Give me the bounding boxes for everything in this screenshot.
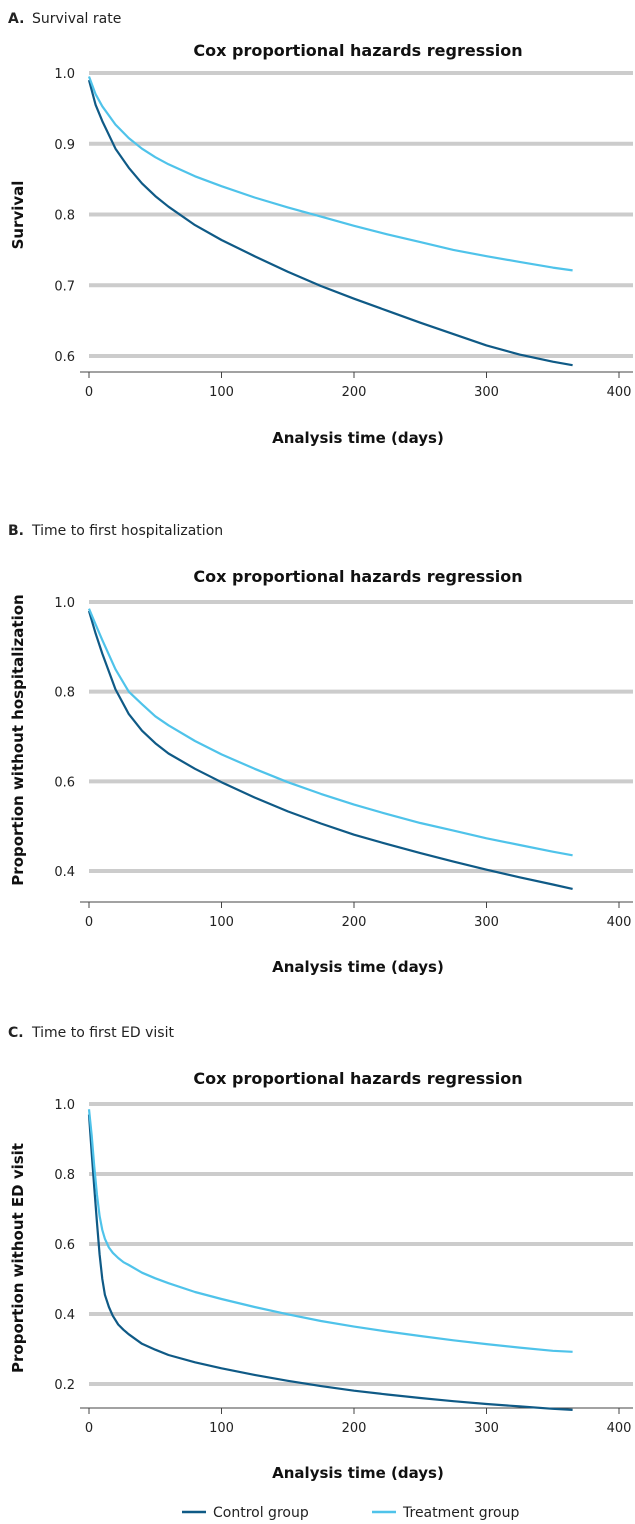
- panel-a-x-tick-label: 100: [209, 385, 234, 400]
- panel-b: B. Time to first hospitalization Cox pro…: [8, 523, 633, 976]
- panel-b-y-tick-label: 0.4: [54, 865, 75, 880]
- panel-b-title: Time to first hospitalization: [31, 523, 223, 539]
- panel-c-y-tick-label: 0.4: [54, 1308, 75, 1323]
- panel-c-letter: C.: [8, 1025, 24, 1041]
- panel-c-series: [87, 1109, 573, 1411]
- panel-b-y-ticks: 0.4 0.6 0.8 1.0: [54, 596, 75, 880]
- panel-c-y-tick-label: 0.8: [54, 1168, 75, 1183]
- panel-a-x-tick-label: 0: [85, 385, 93, 400]
- panel-b-x-tick-label: 400: [607, 915, 632, 930]
- panel-b-x-tick-label: 0: [85, 915, 93, 930]
- panel-a-letter: A.: [8, 11, 24, 27]
- panel-c-y-tick-label: 0.2: [54, 1378, 75, 1393]
- panel-c: C. Time to first ED visit Cox proportion…: [8, 1025, 633, 1482]
- panel-a-x-tick-label: 300: [474, 385, 499, 400]
- panel-a-chart-title: Cox proportional hazards regression: [193, 41, 522, 60]
- panel-b-x-tick-label: 100: [209, 915, 234, 930]
- panel-c-y-axis-title: Proportion without ED visit: [9, 1143, 27, 1373]
- panel-c-title: Time to first ED visit: [31, 1025, 174, 1041]
- panel-b-x-axis: [80, 901, 633, 908]
- panel-c-y-tick-label: 0.6: [54, 1238, 75, 1253]
- panel-b-letter: B.: [8, 523, 24, 539]
- panel-a-x-axis-title: Analysis time (days): [272, 429, 444, 447]
- legend-treatment-label: Treatment group: [402, 1505, 519, 1521]
- panel-a-x-axis: [80, 371, 633, 378]
- panel-a-x-tick-label: 200: [342, 385, 367, 400]
- panel-c-treatment-line: [87, 1109, 573, 1353]
- panel-b-y-tick-label: 0.6: [54, 775, 75, 790]
- panel-c-x-tick-label: 200: [342, 1421, 367, 1436]
- panel-a: A. Survival rate Cox proportional hazard…: [8, 11, 633, 447]
- panel-c-x-tick-label: 100: [209, 1421, 234, 1436]
- panel-a-x-tick-label: 400: [607, 385, 632, 400]
- panel-a-series: [87, 76, 573, 367]
- panel-a-y-tick-label: 0.8: [54, 209, 75, 224]
- panel-c-x-axis-title: Analysis time (days): [272, 1464, 444, 1482]
- panel-b-control-line: [87, 610, 573, 890]
- panel-a-treatment-line: [87, 76, 573, 272]
- panel-a-y-tick-label: 0.6: [54, 350, 75, 365]
- panel-b-x-tick-label: 200: [342, 915, 367, 930]
- panel-c-gridlines: [89, 1102, 633, 1386]
- panel-a-control-line: [87, 79, 573, 367]
- panel-b-gridlines: [89, 600, 633, 873]
- panel-b-x-axis-title: Analysis time (days): [272, 958, 444, 976]
- panel-a-y-tick-label: 1.0: [54, 67, 75, 82]
- panel-b-y-tick-label: 0.8: [54, 686, 75, 701]
- panel-c-x-tick-label: 0: [85, 1421, 93, 1436]
- panel-a-y-axis-title: Survival: [9, 181, 27, 250]
- legend-control-label: Control group: [213, 1505, 309, 1521]
- legend: Control group Treatment group: [182, 1505, 519, 1521]
- panel-c-x-tick-label: 300: [474, 1421, 499, 1436]
- panel-b-treatment-line: [87, 608, 573, 857]
- panel-c-control-line: [87, 1114, 573, 1411]
- panel-a-y-tick-label: 0.7: [54, 279, 75, 294]
- panel-a-y-tick-label: 0.9: [54, 138, 75, 153]
- panel-b-x-ticks: 0 100 200 300 400: [85, 915, 632, 930]
- panel-c-y-ticks: 0.2 0.4 0.6 0.8 1.0: [54, 1098, 75, 1393]
- panel-a-x-ticks: 0 100 200 300 400: [85, 385, 632, 400]
- panel-a-gridlines: [89, 71, 633, 358]
- panel-b-chart-title: Cox proportional hazards regression: [193, 567, 522, 586]
- panel-c-chart-title: Cox proportional hazards regression: [193, 1069, 522, 1088]
- panel-a-title: Survival rate: [32, 11, 121, 27]
- panel-c-x-tick-label: 400: [607, 1421, 632, 1436]
- panel-b-y-axis-title: Proportion without hospitalization: [9, 594, 27, 885]
- panel-b-x-tick-label: 300: [474, 915, 499, 930]
- panel-b-y-tick-label: 1.0: [54, 596, 75, 611]
- panel-a-y-ticks: 0.6 0.7 0.8 0.9 1.0: [54, 67, 75, 365]
- panel-c-x-ticks: 0 100 200 300 400: [85, 1421, 632, 1436]
- panel-b-series: [87, 608, 573, 890]
- panel-c-y-tick-label: 1.0: [54, 1098, 75, 1113]
